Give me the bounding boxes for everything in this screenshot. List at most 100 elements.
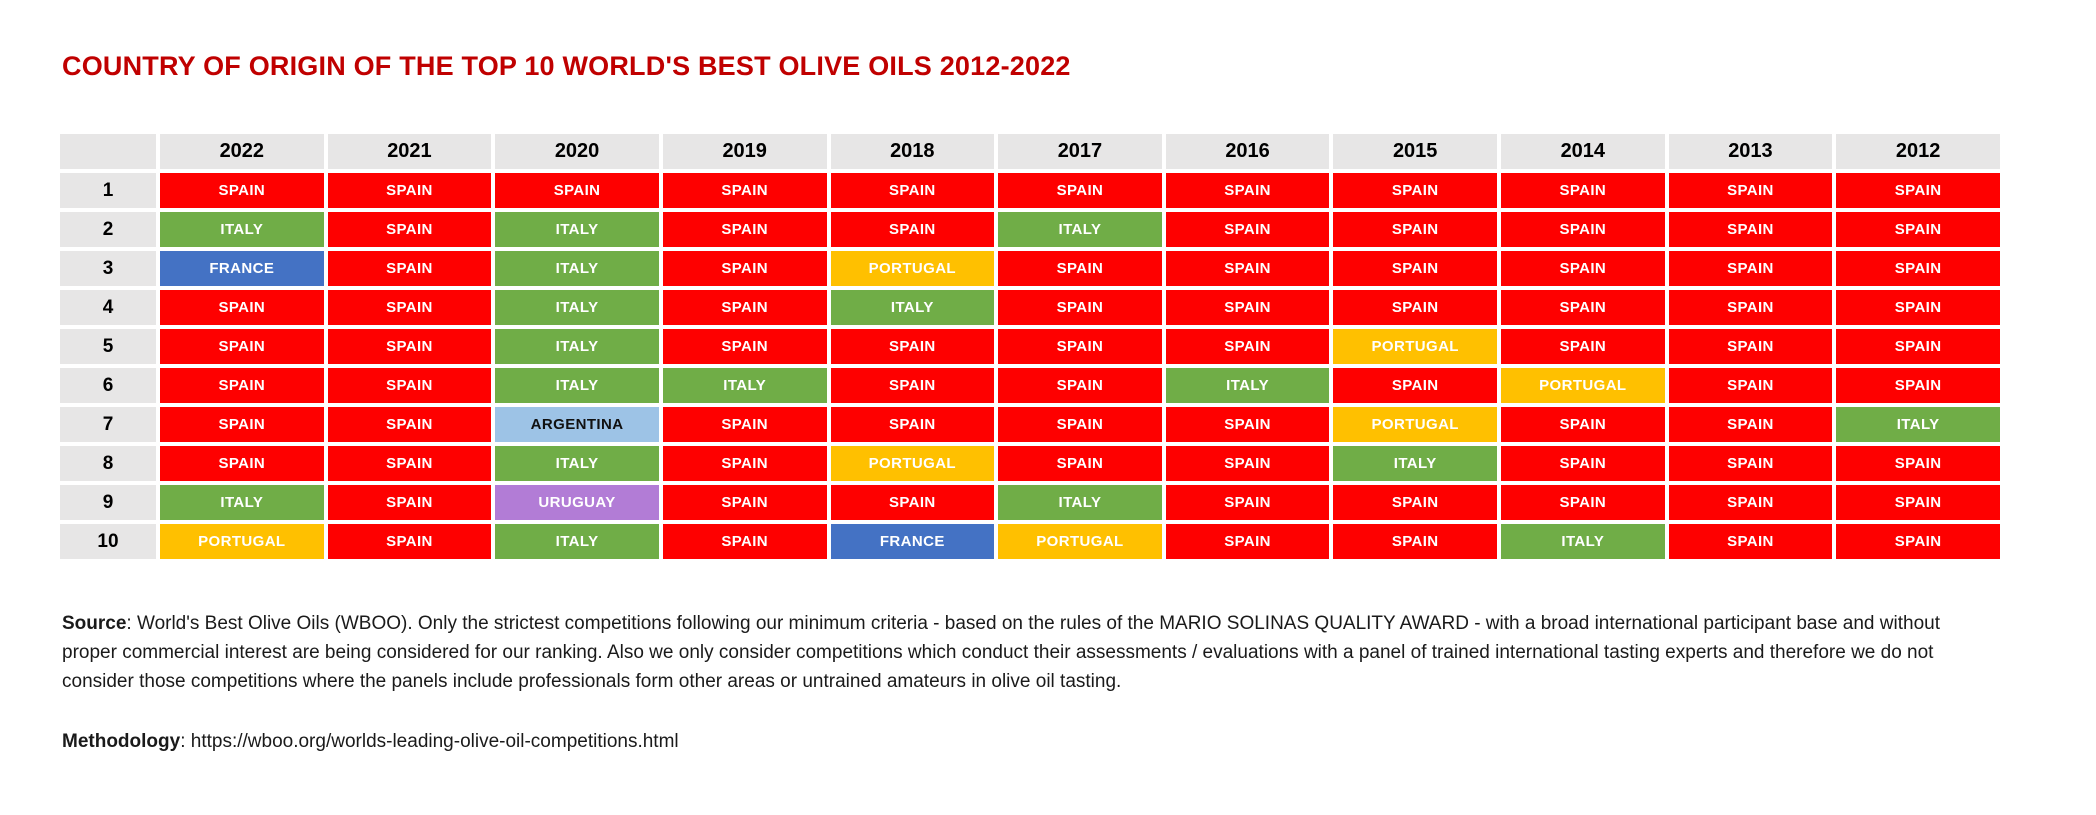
country-cell: SPAIN xyxy=(327,446,492,482)
country-cell: SPAIN xyxy=(830,368,995,404)
country-cell: SPAIN xyxy=(662,251,827,287)
methodology-url: : https://wboo.org/worlds-leading-olive-… xyxy=(180,731,679,753)
table-row: 3 FRANCE SPAIN ITALY SPAIN PORTUGAL SPAIN SPAIN… xyxy=(60,251,2000,287)
source-label: Source xyxy=(62,613,127,635)
source-paragraph: Source: World's Best Olive Oils (WBOO). … xyxy=(62,609,1962,696)
country-cell: ITALY xyxy=(662,368,827,404)
country-cell: SPAIN xyxy=(1501,251,1665,287)
country-cell: SPAIN xyxy=(1836,251,2000,287)
country-cell: PORTUGAL xyxy=(1333,407,1497,443)
rank-cell: 8 xyxy=(60,446,156,482)
country-cell: PORTUGAL xyxy=(1333,329,1497,365)
country-cell: SPAIN xyxy=(998,251,1162,287)
country-cell: SPAIN xyxy=(1668,446,1833,482)
country-cell: ITALY xyxy=(1165,368,1330,404)
country-cell: SPAIN xyxy=(1333,290,1497,326)
country-cell: SPAIN xyxy=(662,173,827,209)
country-cell: SPAIN xyxy=(160,290,324,326)
country-cell: SPAIN xyxy=(662,329,827,365)
country-cell: SPAIN xyxy=(1165,485,1330,521)
country-cell: SPAIN xyxy=(1836,485,2000,521)
country-cell: ITALY xyxy=(998,485,1162,521)
table-row: 6 SPAIN SPAIN ITALY ITALY SPAIN SPAIN ITALY SPAI… xyxy=(60,368,2000,404)
country-cell: SPAIN xyxy=(1165,524,1330,560)
table-row: 7 SPAIN SPAIN ARGENTINA SPAIN SPAIN SPAIN SPAIN… xyxy=(60,407,2000,443)
year-header-2018: 2018 xyxy=(830,134,995,170)
country-cell: SPAIN xyxy=(998,368,1162,404)
rank-cell: 9 xyxy=(60,485,156,521)
country-cell: PORTUGAL xyxy=(830,446,995,482)
year-header-2020: 2020 xyxy=(495,134,659,170)
rank-cell: 10 xyxy=(60,524,156,560)
country-cell: SPAIN xyxy=(1668,485,1833,521)
country-cell: SPAIN xyxy=(1668,368,1833,404)
country-cell: SPAIN xyxy=(1165,251,1330,287)
country-cell: SPAIN xyxy=(1165,407,1330,443)
country-cell: ITALY xyxy=(160,212,324,248)
country-cell: SPAIN xyxy=(327,524,492,560)
country-cell: ITALY xyxy=(830,290,995,326)
country-cell: ITALY xyxy=(495,290,659,326)
country-cell: ITALY xyxy=(160,485,324,521)
country-cell: SPAIN xyxy=(1165,212,1330,248)
country-cell: SPAIN xyxy=(327,485,492,521)
rank-cell: 1 xyxy=(60,173,156,209)
ranking-table: 2022 2021 2020 2019 2018 2017 2016 2015 2014 2013… xyxy=(56,130,2004,563)
country-cell: SPAIN xyxy=(160,407,324,443)
country-cell: SPAIN xyxy=(1836,290,2000,326)
country-cell: SPAIN xyxy=(662,485,827,521)
country-cell: SPAIN xyxy=(160,368,324,404)
country-cell: FRANCE xyxy=(160,251,324,287)
country-cell: PORTUGAL xyxy=(998,524,1162,560)
country-cell: SPAIN xyxy=(1836,368,2000,404)
country-cell: PORTUGAL xyxy=(1501,368,1665,404)
corner-cell xyxy=(60,134,156,170)
page-title: COUNTRY OF ORIGIN OF THE TOP 10 WORLD'S … xyxy=(62,51,1071,81)
country-cell: SPAIN xyxy=(1836,446,2000,482)
country-cell: ITALY xyxy=(1501,524,1665,560)
table-row: 9 ITALY SPAIN URUGUAY SPAIN SPAIN ITALY SPAIN SP… xyxy=(60,485,2000,521)
table-row: 10 PORTUGAL SPAIN ITALY SPAIN FRANCE PORTUGAL S… xyxy=(60,524,2000,560)
rank-cell: 2 xyxy=(60,212,156,248)
table-row: 4 SPAIN SPAIN ITALY SPAIN ITALY SPAIN SPAIN SPAI… xyxy=(60,290,2000,326)
country-cell: ARGENTINA xyxy=(495,407,659,443)
country-cell: SPAIN xyxy=(495,173,659,209)
country-cell: SPAIN xyxy=(1333,485,1497,521)
country-cell: ITALY xyxy=(495,524,659,560)
country-cell: SPAIN xyxy=(1501,212,1665,248)
country-cell: SPAIN xyxy=(1333,251,1497,287)
country-cell: SPAIN xyxy=(662,446,827,482)
country-cell: SPAIN xyxy=(160,173,324,209)
country-cell: SPAIN xyxy=(1668,290,1833,326)
country-cell: SPAIN xyxy=(1836,329,2000,365)
country-cell: ITALY xyxy=(998,212,1162,248)
country-cell: SPAIN xyxy=(830,212,995,248)
year-header-2019: 2019 xyxy=(662,134,827,170)
country-cell: SPAIN xyxy=(1836,212,2000,248)
year-header-2021: 2021 xyxy=(327,134,492,170)
table-header: 2022 2021 2020 2019 2018 2017 2016 2015 2014 2013… xyxy=(60,134,2000,170)
country-cell: SPAIN xyxy=(327,368,492,404)
rank-cell: 5 xyxy=(60,329,156,365)
country-cell: ITALY xyxy=(495,368,659,404)
year-header-2015: 2015 xyxy=(1333,134,1497,170)
country-cell: PORTUGAL xyxy=(160,524,324,560)
year-header-2016: 2016 xyxy=(1165,134,1330,170)
country-cell: SPAIN xyxy=(1333,212,1497,248)
country-cell: SPAIN xyxy=(998,407,1162,443)
rank-cell: 4 xyxy=(60,290,156,326)
country-cell: PORTUGAL xyxy=(830,251,995,287)
year-header-2022: 2022 xyxy=(160,134,324,170)
country-cell: SPAIN xyxy=(662,524,827,560)
country-cell: SPAIN xyxy=(1668,212,1833,248)
country-cell: SPAIN xyxy=(1836,173,2000,209)
country-cell: SPAIN xyxy=(1501,290,1665,326)
country-cell: ITALY xyxy=(495,212,659,248)
country-cell: SPAIN xyxy=(1333,173,1497,209)
country-cell: ITALY xyxy=(495,251,659,287)
country-cell: SPAIN xyxy=(998,290,1162,326)
year-header-2013: 2013 xyxy=(1668,134,1833,170)
country-cell: SPAIN xyxy=(1668,173,1833,209)
methodology-label: Methodology xyxy=(62,731,181,753)
country-cell: ITALY xyxy=(495,329,659,365)
